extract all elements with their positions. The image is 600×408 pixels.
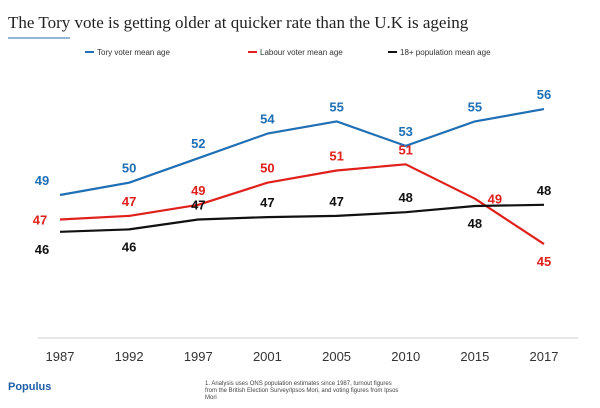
data-label-s3-1992: 46 — [122, 239, 136, 254]
data-label-s2-2005: 51 — [329, 149, 343, 164]
data-label-s1-2017: 56 — [537, 87, 551, 102]
legend: Tory voter mean age Labour voter mean age… — [85, 48, 491, 57]
data-label-s2-1987: 47 — [33, 213, 47, 228]
data-label-s3-2015: 48 — [468, 216, 482, 231]
x-tick-2015: 2015 — [460, 349, 489, 364]
data-label-s1-1992: 50 — [122, 161, 136, 176]
footnote-line-2: from the British Election Survey/Ipsos M… — [205, 388, 398, 394]
data-label-s3-2017: 48 — [537, 183, 551, 198]
data-label-s1-2010: 53 — [398, 124, 412, 139]
data-label-s1-1987: 49 — [35, 173, 49, 188]
data-label-s1-2001: 54 — [260, 112, 275, 127]
x-axis-ticks: 1987 1992 1997 2001 2005 2010 2015 2017 — [46, 349, 559, 364]
data-label-s1-1997: 52 — [191, 136, 205, 151]
series-lines — [59, 108, 545, 246]
x-tick-1992: 1992 — [115, 349, 144, 364]
data-label-s2-1997: 49 — [191, 183, 205, 198]
series-line-3 — [59, 203, 545, 233]
data-label-s2-1992: 47 — [122, 194, 136, 209]
x-tick-2005: 2005 — [322, 349, 351, 364]
series-line-2 — [59, 163, 545, 246]
data-label-s1-2005: 55 — [329, 99, 343, 114]
legend-label-2: Labour voter mean age — [260, 48, 343, 57]
data-label-s3-1987: 46 — [35, 242, 49, 257]
footnote-line-1: 1. Analysis uses ONS population estimate… — [205, 381, 392, 387]
data-label-s1-2015: 55 — [468, 99, 482, 114]
legend-label-3: 18+ population mean age — [400, 48, 491, 57]
footnote-line-3: Mori — [205, 395, 217, 401]
footnote: 1. Analysis uses ONS population estimate… — [205, 381, 398, 401]
data-label-s2-2001: 50 — [260, 161, 274, 176]
x-tick-2010: 2010 — [391, 349, 420, 364]
x-tick-2001: 2001 — [253, 349, 282, 364]
data-label-s3-2005: 47 — [329, 194, 343, 209]
x-tick-1987: 1987 — [46, 349, 75, 364]
data-label-s2-2015: 49 — [488, 192, 502, 207]
x-tick-1997: 1997 — [184, 349, 213, 364]
legend-label-1: Tory voter mean age — [97, 48, 170, 57]
series-line-1 — [59, 108, 545, 197]
data-label-s3-2001: 47 — [260, 195, 274, 210]
brand-logo-text: Populus — [8, 381, 51, 393]
data-label-s3-2010: 48 — [398, 190, 412, 205]
x-tick-2017: 2017 — [530, 349, 559, 364]
data-label-s2-2010: 51 — [398, 142, 412, 157]
data-label-s3-1997: 47 — [191, 198, 205, 213]
chart-title: The Tory vote is getting older at quicke… — [8, 13, 469, 32]
data-label-s2-2017: 45 — [537, 254, 551, 269]
